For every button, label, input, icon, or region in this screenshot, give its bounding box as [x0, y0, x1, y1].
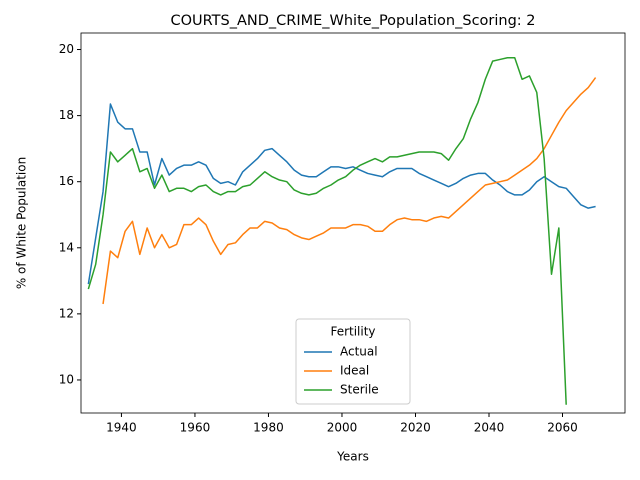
chart-title: COURTS_AND_CRIME_White_Population_Scorin… — [170, 13, 535, 29]
legend-label: Ideal — [340, 364, 369, 378]
y-tick-label: 16 — [59, 174, 74, 188]
y-tick-label: 18 — [59, 108, 74, 122]
x-tick-label: 1940 — [106, 421, 137, 435]
series-line — [87, 57, 567, 405]
y-tick-label: 10 — [59, 372, 74, 386]
legend-box — [295, 318, 411, 405]
legend-label: Sterile — [340, 383, 379, 397]
y-tick-label: 20 — [59, 42, 74, 56]
y-tick-label: 12 — [59, 306, 74, 320]
x-tick-label: 2040 — [474, 421, 505, 435]
series-line — [102, 77, 597, 305]
x-tick-label: 1960 — [180, 421, 211, 435]
axes-frame — [80, 32, 626, 414]
x-axis-label: Years — [336, 450, 369, 464]
series-line — [87, 103, 596, 285]
y-axis-label: % of White Population — [15, 157, 29, 289]
x-tick-label: 2000 — [327, 421, 358, 435]
x-tick-label: 1980 — [253, 421, 284, 435]
legend-label: Actual — [340, 345, 378, 359]
x-tick-label: 2020 — [400, 421, 431, 435]
y-tick-label: 14 — [59, 240, 74, 254]
legend-title: Fertility — [330, 325, 375, 339]
x-tick-label: 2060 — [547, 421, 578, 435]
